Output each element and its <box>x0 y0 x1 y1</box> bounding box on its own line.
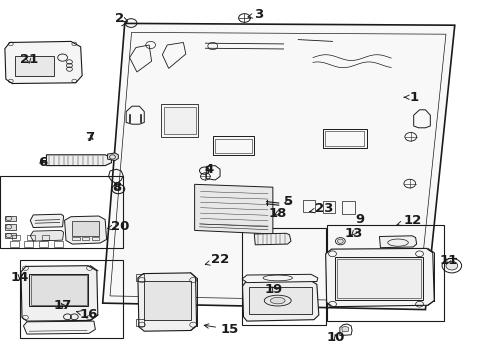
Bar <box>322 201 334 213</box>
Text: 8: 8 <box>112 181 122 194</box>
Text: 12: 12 <box>396 214 421 227</box>
Bar <box>163 107 195 134</box>
Text: 9: 9 <box>354 213 364 226</box>
Polygon shape <box>23 321 95 334</box>
Polygon shape <box>46 155 111 166</box>
Bar <box>144 281 191 320</box>
Text: 20: 20 <box>107 220 130 233</box>
Text: 16: 16 <box>76 309 98 321</box>
Bar <box>326 225 443 321</box>
Polygon shape <box>341 326 348 332</box>
Bar <box>39 241 48 247</box>
Bar <box>242 228 325 325</box>
Text: 10: 10 <box>326 331 345 344</box>
Text: 18: 18 <box>268 207 287 220</box>
Polygon shape <box>242 281 318 321</box>
Bar <box>337 259 420 298</box>
Bar <box>12 235 20 240</box>
Bar <box>249 287 311 314</box>
Polygon shape <box>30 230 63 241</box>
Bar <box>136 319 144 326</box>
Polygon shape <box>138 273 196 331</box>
Text: 6: 6 <box>38 156 47 168</box>
Text: 7: 7 <box>85 131 95 144</box>
Bar <box>10 241 19 247</box>
Polygon shape <box>21 266 98 321</box>
Text: 22: 22 <box>205 253 229 266</box>
Bar <box>5 224 16 230</box>
Bar <box>82 237 89 240</box>
Bar <box>5 216 16 221</box>
Polygon shape <box>254 233 290 245</box>
Text: 19: 19 <box>264 283 283 296</box>
Polygon shape <box>107 153 118 161</box>
Bar <box>20 260 123 338</box>
Text: 15: 15 <box>204 323 239 336</box>
Bar <box>72 221 99 236</box>
Bar <box>215 139 251 153</box>
Bar <box>41 235 49 240</box>
Bar <box>322 129 366 148</box>
Text: 4: 4 <box>204 163 213 176</box>
Text: 3: 3 <box>247 8 263 21</box>
Text: 23: 23 <box>309 202 333 215</box>
Text: 21: 21 <box>20 53 38 66</box>
Polygon shape <box>379 236 416 248</box>
Bar <box>303 200 315 212</box>
Bar <box>161 104 198 137</box>
Bar <box>334 257 422 300</box>
Polygon shape <box>30 214 63 228</box>
Bar <box>5 233 16 238</box>
Bar <box>325 131 364 146</box>
Polygon shape <box>194 184 272 234</box>
Ellipse shape <box>270 297 285 304</box>
Bar <box>92 237 99 240</box>
Circle shape <box>445 261 457 270</box>
Bar <box>15 56 54 76</box>
Text: 2: 2 <box>115 12 127 24</box>
Text: 5: 5 <box>283 195 292 208</box>
Bar <box>31 275 86 305</box>
Bar <box>72 237 80 240</box>
Bar <box>54 241 62 247</box>
Bar <box>342 201 354 214</box>
Text: 17: 17 <box>54 299 72 312</box>
Bar <box>27 235 35 240</box>
Bar <box>29 274 88 306</box>
Circle shape <box>337 239 343 243</box>
Polygon shape <box>5 41 82 84</box>
Polygon shape <box>64 216 106 244</box>
Bar <box>0 176 123 248</box>
Text: 1: 1 <box>404 91 418 104</box>
Text: 11: 11 <box>438 255 456 267</box>
Text: 13: 13 <box>344 227 362 240</box>
Polygon shape <box>102 23 454 310</box>
Polygon shape <box>325 248 433 307</box>
Text: 14: 14 <box>11 271 29 284</box>
Bar <box>24 241 33 247</box>
Polygon shape <box>242 274 317 283</box>
Bar <box>212 136 254 155</box>
Bar <box>136 274 144 281</box>
